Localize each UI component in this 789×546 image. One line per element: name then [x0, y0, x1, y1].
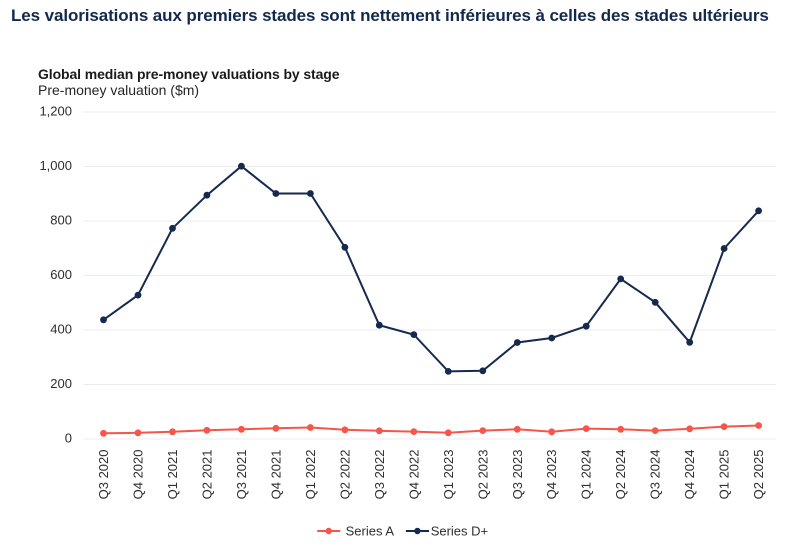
svg-text:Q1 2021: Q1 2021: [165, 450, 180, 500]
svg-text:Q2 2024: Q2 2024: [613, 450, 628, 500]
svg-text:Q4 2022: Q4 2022: [406, 450, 421, 500]
svg-text:Q3 2020: Q3 2020: [96, 450, 111, 500]
svg-text:0: 0: [65, 431, 72, 446]
svg-text:Q1 2025: Q1 2025: [717, 450, 732, 500]
svg-text:600: 600: [50, 267, 72, 282]
svg-text:Q3 2024: Q3 2024: [648, 450, 663, 500]
svg-text:800: 800: [50, 213, 72, 228]
svg-text:Series A: Series A: [346, 524, 395, 539]
svg-text:400: 400: [50, 322, 72, 337]
svg-text:Q1 2022: Q1 2022: [303, 450, 318, 500]
svg-text:Q4 2021: Q4 2021: [268, 450, 283, 500]
svg-text:Q2 2021: Q2 2021: [199, 450, 214, 500]
svg-text:Q4 2020: Q4 2020: [131, 450, 146, 500]
svg-text:Q1 2024: Q1 2024: [579, 450, 594, 500]
svg-text:Q2 2023: Q2 2023: [475, 450, 490, 500]
svg-text:1,000: 1,000: [39, 158, 72, 173]
svg-text:1,200: 1,200: [39, 104, 72, 119]
svg-text:Q3 2023: Q3 2023: [510, 450, 525, 500]
svg-text:Q3 2021: Q3 2021: [234, 450, 249, 500]
svg-text:Q2 2025: Q2 2025: [751, 450, 766, 500]
svg-text:Q2 2022: Q2 2022: [337, 450, 352, 500]
svg-text:Series D+: Series D+: [431, 524, 488, 539]
svg-text:Q4 2024: Q4 2024: [682, 450, 697, 500]
svg-text:Q4 2023: Q4 2023: [544, 450, 559, 500]
svg-text:Q1 2023: Q1 2023: [441, 450, 456, 500]
svg-text:200: 200: [50, 376, 72, 391]
svg-text:Q3 2022: Q3 2022: [372, 450, 387, 500]
